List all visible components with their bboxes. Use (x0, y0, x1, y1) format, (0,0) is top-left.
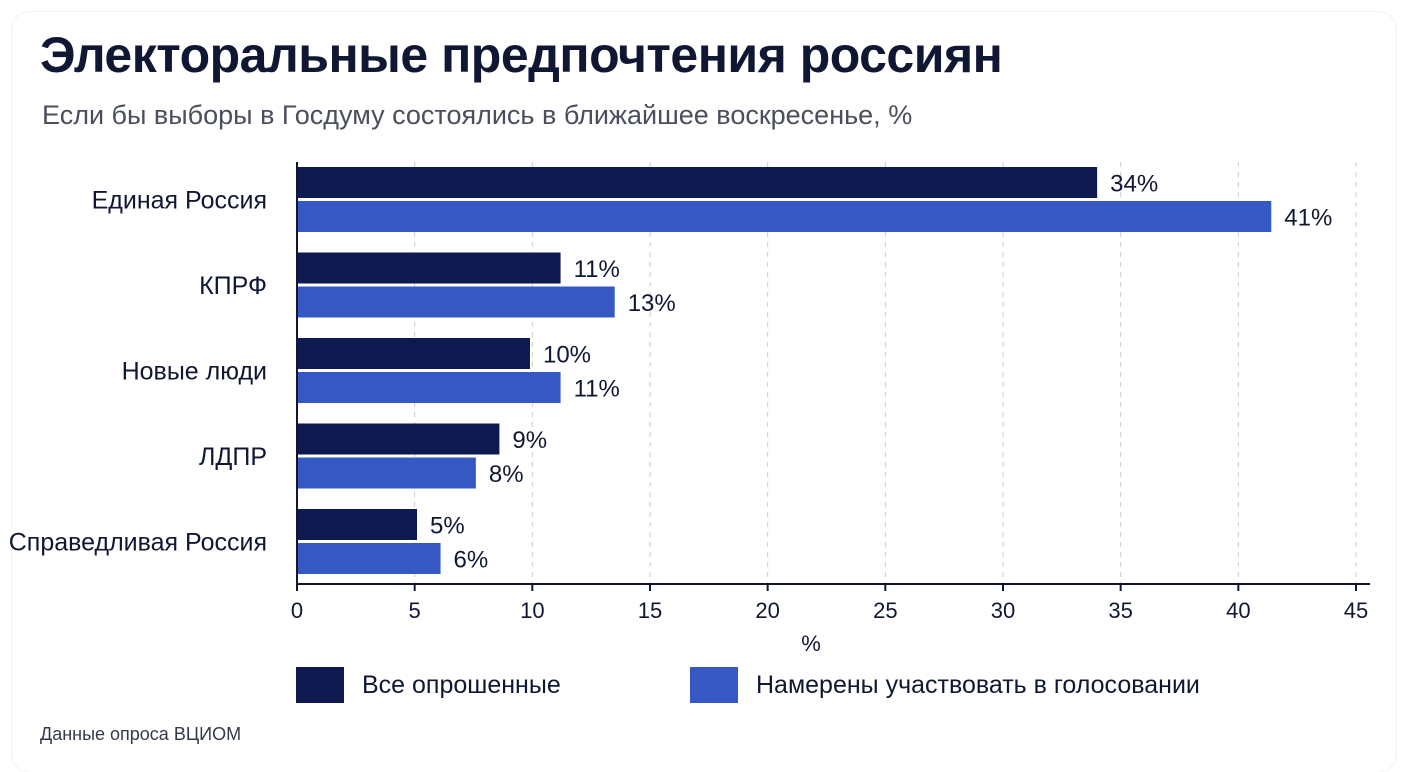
value-label-0-3: 9% (512, 427, 547, 454)
bar-0-2 (297, 338, 530, 369)
value-label-1-2: 11% (574, 376, 620, 403)
legend-item-all: Все опрошенные (296, 667, 561, 703)
value-label-0-1: 11% (574, 256, 620, 283)
x-tick-label-25: 25 (873, 598, 897, 623)
bar-1-0 (297, 201, 1272, 232)
x-axis-title: % (801, 631, 821, 656)
x-tick-label-35: 35 (1108, 598, 1132, 623)
x-tick-label-0: 0 (291, 598, 303, 623)
bar-0-1 (297, 252, 561, 284)
category-label-4: Справедливая Россия (9, 529, 267, 557)
value-label-1-4: 6% (454, 547, 489, 574)
value-label-1-3: 8% (489, 461, 524, 488)
value-label-0-4: 5% (430, 513, 465, 540)
value-label-1-1: 13% (628, 290, 676, 317)
x-tick-label-5: 5 (409, 598, 421, 623)
chart-card (12, 12, 1396, 772)
category-label-1: КПРФ (199, 272, 267, 300)
bar-1-1 (297, 286, 615, 318)
x-tick-label-45: 45 (1344, 598, 1368, 623)
x-tick-label-15: 15 (638, 598, 662, 623)
bar-0-4 (297, 509, 418, 540)
value-label-0-0: 34% (1110, 171, 1158, 198)
legend-label-all: Все опрошенные (362, 670, 561, 699)
bar-1-4 (297, 543, 441, 574)
bar-chart: 34% 41% Единая Россия 11% 13% КПРФ 10% 11% Новые… (9, 162, 1370, 656)
x-tick-label-30: 30 (991, 598, 1015, 623)
chart-title: Электоральные предпочтения россиян (40, 27, 1003, 83)
bar-0-0 (297, 167, 1098, 198)
bar-1-2 (297, 372, 561, 403)
bar-1-3 (297, 457, 476, 489)
source-note: Данные опроса ВЦИОМ (40, 724, 242, 744)
category-label-3: ЛДПР (199, 443, 267, 471)
category-label-0: Единая Россия (92, 187, 267, 215)
legend-swatch-voters (690, 667, 738, 703)
x-tick-label-10: 10 (520, 598, 544, 623)
x-tick-label-40: 40 (1226, 598, 1250, 623)
x-tick-label-20: 20 (755, 598, 779, 623)
chart-subtitle: Если бы выборы в Госдуму состоялись в бл… (42, 100, 913, 130)
value-label-1-0: 41% (1284, 205, 1332, 232)
legend-label-voters: Намерены участвовать в голосовании (756, 670, 1200, 699)
value-label-0-2: 10% (543, 342, 591, 369)
category-label-2: Новые люди (122, 358, 267, 386)
bar-0-3 (297, 423, 500, 455)
legend-swatch-all (296, 667, 344, 703)
legend-item-voters: Намерены участвовать в голосовании (690, 667, 1200, 703)
